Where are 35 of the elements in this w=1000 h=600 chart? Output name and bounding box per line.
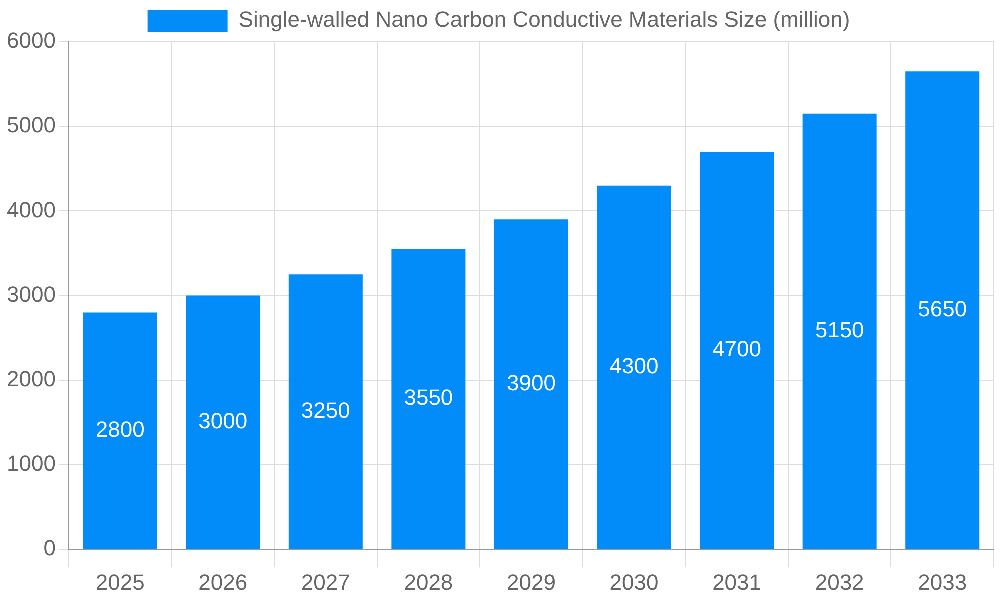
y-tick-label: 1000	[6, 451, 56, 476]
data-label: 4700	[712, 336, 762, 362]
bar	[494, 220, 568, 550]
x-tick-label: 2027	[301, 570, 350, 595]
data-label: 3550	[404, 385, 454, 410]
x-tick-label: 2028	[404, 570, 454, 595]
data-label: 5650	[918, 296, 968, 322]
data-label: 3000	[198, 408, 248, 434]
y-tick-label: 6000	[6, 28, 56, 54]
y-tick-label: 5000	[6, 112, 56, 138]
bar	[802, 114, 877, 550]
x-tick-label: 2026	[198, 570, 248, 595]
data-label: 4300	[610, 354, 659, 379]
x-tick-label: 2033	[918, 570, 968, 595]
bar	[392, 249, 466, 550]
data-label: 3900	[506, 370, 556, 396]
y-tick-label: 0	[44, 536, 56, 561]
bar	[906, 72, 980, 550]
x-tick-label: 2030	[610, 570, 659, 595]
x-tick-label: 2025	[96, 570, 145, 595]
x-tick-label: 2032	[815, 570, 864, 595]
data-label: 3250	[301, 398, 350, 423]
x-tick-label: 2029	[506, 570, 556, 595]
legend-label: Single-walled Nano Carbon Conductive Materials Size (million)	[238, 7, 850, 32]
x-tick-label: 2031	[712, 570, 762, 595]
data-label: 2800	[96, 416, 145, 442]
bar	[186, 296, 260, 550]
bar	[288, 274, 363, 550]
y-tick-label: 3000	[6, 282, 56, 307]
bar	[700, 152, 774, 550]
bar	[597, 186, 672, 550]
bar	[83, 312, 158, 550]
y-tick-label: 4000	[6, 197, 56, 222]
data-label: 5150	[815, 318, 864, 343]
y-tick-label: 2000	[6, 366, 56, 392]
